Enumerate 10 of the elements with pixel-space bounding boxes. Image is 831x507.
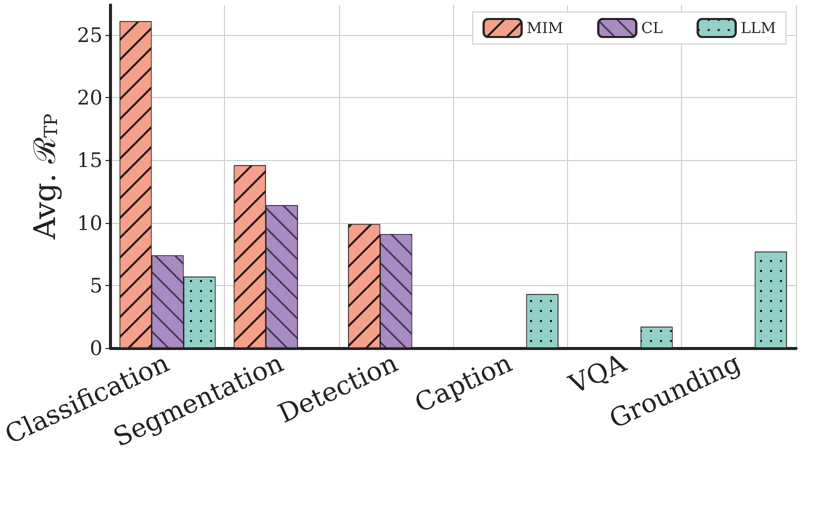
y-tick-label: 10	[77, 210, 102, 235]
y-axis-title: Avg. ℛTP	[28, 114, 63, 240]
y-tick-label: 15	[77, 148, 102, 172]
y-tick-label: 25	[77, 23, 102, 48]
legend-label: CL	[641, 19, 663, 37]
legend-label: LLM	[740, 19, 776, 37]
y-tick-label: 5	[90, 273, 102, 298]
y-tick-label: 0	[90, 336, 102, 360]
legend-label: MIM	[526, 19, 564, 37]
y-tick-label: 20	[77, 86, 102, 110]
